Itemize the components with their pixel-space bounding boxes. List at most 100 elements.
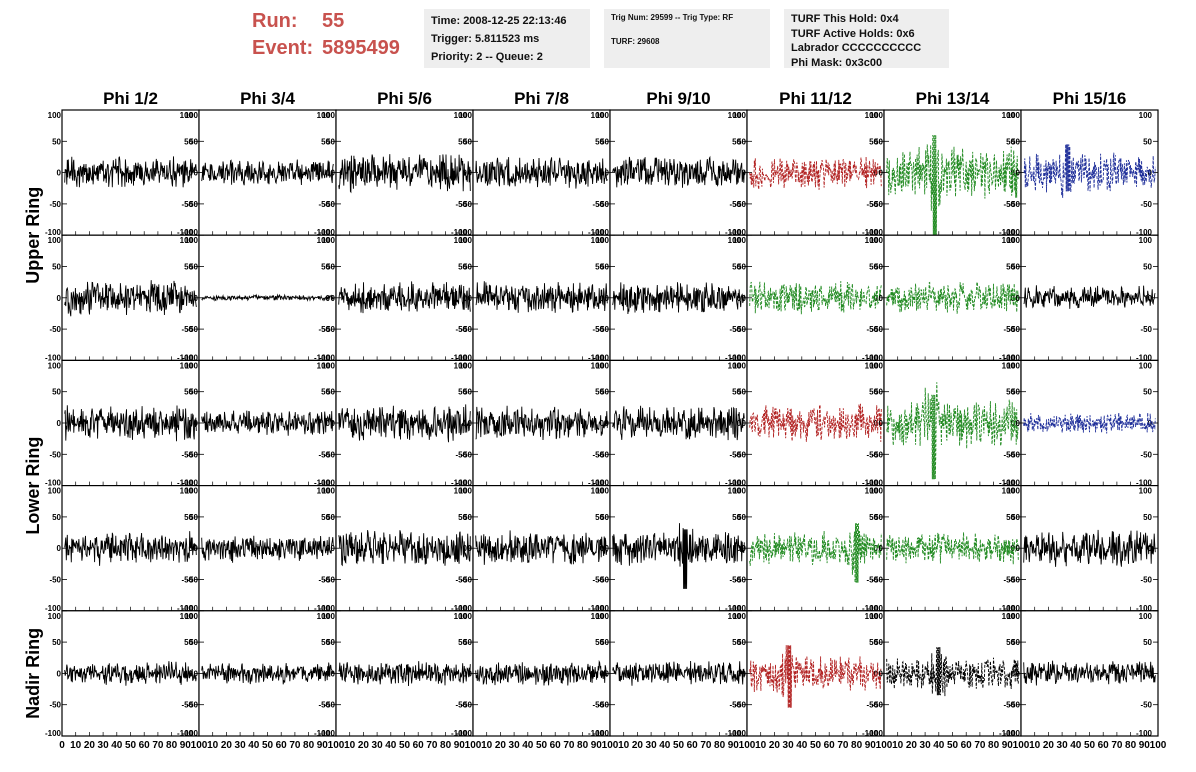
y-tick-label-left: -100 [319, 604, 336, 613]
y-tick-label-right: 0 [600, 419, 605, 428]
y-tick-label-left: -100 [456, 729, 473, 738]
y-tick-label-left: 50 [737, 263, 746, 272]
y-tick-label-left: 100 [322, 361, 336, 370]
y-tick-label-left: 100 [459, 111, 473, 120]
y-tick-label-left: -50 [1008, 701, 1020, 710]
x-tick-label: 30 [372, 740, 384, 751]
waveform-trace [475, 530, 608, 565]
x-tick-label: 50 [1084, 740, 1096, 751]
y-tick-label-left: -50 [323, 576, 335, 585]
y-tick-label-right: 100 [591, 487, 605, 496]
y-tick-label-right: 0 [326, 419, 331, 428]
y-tick-label-left: -100 [45, 729, 62, 738]
y-tick-label-left: 100 [48, 236, 62, 245]
event-label: Event: [252, 37, 314, 59]
y-tick-label-left: 0 [468, 544, 473, 553]
y-tick-label-right: 100 [454, 236, 468, 245]
y-tick-label-left: 50 [463, 388, 472, 397]
y-tick-label-right: -50 [592, 450, 604, 459]
x-tick-label: 30 [98, 740, 110, 751]
y-tick-label-left: 100 [733, 111, 747, 120]
y-tick-label-left: 0 [742, 169, 747, 178]
y-tick-label-left: 50 [463, 137, 472, 146]
y-tick-label-left: -100 [45, 479, 62, 488]
y-tick-label-left: 0 [879, 669, 884, 678]
y-tick-label-left: 50 [600, 137, 609, 146]
x-tick-label: 40 [1070, 740, 1082, 751]
y-tick-label-right: 100 [454, 612, 468, 621]
y-tick-label-right: -50 [1140, 576, 1152, 585]
x-tick-label: 90 [454, 740, 466, 751]
x-tick-label: 60 [1098, 740, 1110, 751]
y-tick-label-left: 100 [459, 612, 473, 621]
y-tick-label-right: -50 [866, 701, 878, 710]
event-row: Event: 5895499 [252, 35, 400, 62]
y-tick-label-left: -100 [45, 228, 62, 237]
y-tick-label-left: -100 [319, 353, 336, 362]
y-tick-label-right: 50 [869, 513, 878, 522]
y-tick-label-left: 100 [459, 361, 473, 370]
y-tick-label-right: 50 [1143, 263, 1152, 272]
y-tick-label-left: 50 [189, 263, 198, 272]
y-tick-label-left: 100 [322, 236, 336, 245]
y-tick-label-left: 50 [1011, 388, 1020, 397]
y-tick-label-left: -50 [734, 200, 746, 209]
x-tick-label: 40 [659, 740, 671, 751]
y-tick-label-right: -50 [455, 576, 467, 585]
y-tick-label-right: 100 [865, 487, 879, 496]
y-tick-label-right: 100 [454, 487, 468, 496]
y-tick-label-left: -100 [593, 353, 610, 362]
waveform-trace [338, 530, 471, 567]
y-tick-label-left: 50 [326, 137, 335, 146]
y-tick-label-right: 50 [869, 638, 878, 647]
y-tick-label-left: 0 [57, 669, 62, 678]
x-tick-label: 30 [509, 740, 521, 751]
y-tick-label-right: -50 [181, 701, 193, 710]
y-tick-label-left: -50 [871, 325, 883, 334]
panel-frame [883, 485, 1022, 612]
y-tick-label-right: -50 [729, 200, 741, 209]
y-tick-label-left: -50 [49, 450, 61, 459]
y-tick-label-left: -100 [730, 479, 747, 488]
x-tick-label: 60 [687, 740, 699, 751]
y-tick-label-left: 50 [326, 513, 335, 522]
y-tick-label-right: 100 [865, 361, 879, 370]
x-tick-label: 40 [522, 740, 534, 751]
y-tick-label-right: -50 [729, 701, 741, 710]
y-tick-label-left: 50 [874, 137, 883, 146]
y-tick-label-left: 0 [331, 294, 336, 303]
y-tick-label-left: -100 [319, 228, 336, 237]
y-tick-label-left: -50 [460, 576, 472, 585]
y-tick-label-right: -50 [1003, 200, 1015, 209]
time-text: Time: 2008-12-25 22:13:46 [431, 15, 567, 27]
y-tick-label-left: 0 [194, 669, 199, 678]
y-tick-label-left: -50 [734, 325, 746, 334]
x-tick-label: 70 [563, 740, 575, 751]
y-tick-label-right: -50 [181, 576, 193, 585]
y-tick-label-left: 100 [733, 361, 747, 370]
y-tick-label-left: -100 [867, 228, 884, 237]
y-tick-label-right: 50 [321, 638, 330, 647]
y-tick-label-left: 50 [52, 638, 61, 647]
y-tick-label-left: 100 [596, 236, 610, 245]
y-tick-label-right: -50 [729, 325, 741, 334]
y-tick-label-left: 50 [600, 513, 609, 522]
y-tick-label-right: -50 [729, 576, 741, 585]
x-tick-label: 10 [481, 740, 493, 751]
x-tick-label: 20 [632, 740, 644, 751]
x-tick-label: 40 [796, 740, 808, 751]
y-tick-label-right: 50 [458, 263, 467, 272]
y-tick-label-left: -50 [871, 200, 883, 209]
x-tick-label: 60 [413, 740, 425, 751]
y-tick-label-left: 0 [879, 169, 884, 178]
waveform-trace [612, 405, 745, 441]
y-tick-label-left: 50 [463, 638, 472, 647]
